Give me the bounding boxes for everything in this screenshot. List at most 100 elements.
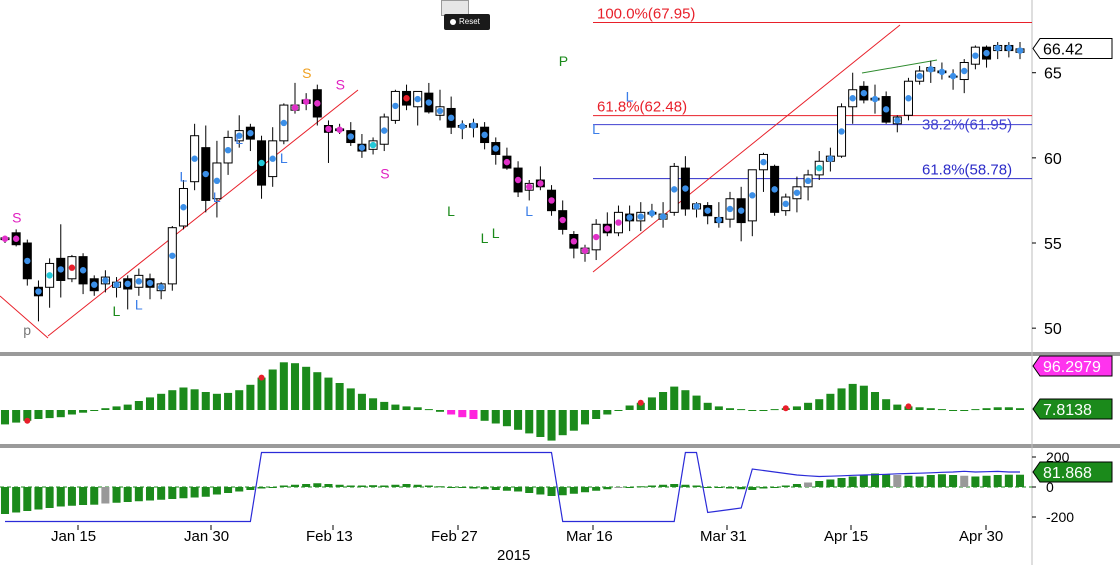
signal-dot bbox=[481, 131, 488, 139]
signal-marker: L bbox=[113, 303, 121, 319]
cci-bar bbox=[603, 487, 612, 490]
signal-dot bbox=[369, 141, 377, 149]
cci-bar bbox=[971, 476, 980, 487]
cci-bar bbox=[960, 475, 969, 487]
oscillator-bar bbox=[212, 393, 221, 410]
signal-dot bbox=[849, 95, 856, 102]
cci-bar bbox=[514, 487, 523, 492]
cci-bar bbox=[748, 487, 757, 490]
signal-dot bbox=[213, 177, 221, 185]
signal-dot bbox=[760, 158, 767, 166]
cci-bar bbox=[837, 478, 846, 487]
reset-button[interactable]: Reset bbox=[444, 14, 490, 30]
oscillator-bar bbox=[1015, 408, 1025, 410]
cci-bar bbox=[625, 487, 634, 488]
signal-dot bbox=[224, 146, 232, 154]
oscillator-bar bbox=[848, 383, 857, 410]
signal-dot bbox=[983, 49, 990, 57]
oscillator-bar bbox=[424, 409, 433, 411]
oscillator-bar bbox=[870, 392, 880, 410]
oscillator-bar bbox=[201, 392, 210, 410]
oscillator-bar bbox=[413, 407, 422, 410]
signal-dot bbox=[459, 123, 466, 130]
signal-dot bbox=[737, 207, 745, 214]
cci-bar bbox=[647, 485, 656, 487]
signal-dot bbox=[280, 119, 288, 127]
cci-bar bbox=[870, 473, 880, 487]
signal-dot bbox=[247, 129, 254, 137]
y-tick-label: 60 bbox=[1044, 151, 1062, 168]
cci-bar bbox=[659, 484, 668, 487]
cci-bar bbox=[413, 484, 422, 487]
oscillator-bar bbox=[190, 389, 199, 410]
cci-bar bbox=[781, 485, 790, 487]
signal-dot bbox=[57, 266, 64, 273]
signal-marker: L bbox=[213, 189, 221, 205]
cci-panel bbox=[0, 451, 1032, 523]
oscillator-bar bbox=[792, 406, 801, 410]
oscillator-peak-dot bbox=[24, 417, 31, 424]
cci-bar bbox=[993, 475, 1002, 487]
cci-bar bbox=[235, 487, 244, 492]
signal-dot bbox=[403, 95, 410, 102]
signal-dot bbox=[314, 100, 321, 107]
cci-bar bbox=[145, 487, 155, 501]
x-tick-label: Jan 30 bbox=[184, 528, 229, 545]
signal-dot bbox=[949, 72, 957, 80]
cci-bar bbox=[725, 487, 735, 489]
signal-dot bbox=[827, 155, 834, 162]
cci-bar bbox=[536, 487, 545, 495]
signal-dot bbox=[258, 159, 265, 167]
oscillator-bar bbox=[614, 410, 623, 411]
oscillator-bar bbox=[580, 410, 590, 425]
oscillator-peak-dot bbox=[905, 403, 912, 410]
cci-bar bbox=[614, 487, 623, 488]
signal-dot bbox=[860, 89, 868, 97]
oscillator-bar bbox=[67, 410, 76, 415]
signal-dot bbox=[1005, 44, 1013, 52]
signal-marker: L bbox=[135, 296, 143, 312]
cci-bar bbox=[848, 476, 857, 487]
cci-y-tick-label: 200 bbox=[1046, 449, 1070, 465]
oscillator-bar bbox=[346, 388, 355, 410]
signal-dot bbox=[514, 176, 522, 184]
trend-line bbox=[0, 295, 49, 339]
cci-bar bbox=[67, 487, 76, 506]
signal-dot bbox=[436, 107, 444, 115]
oscillator-bar bbox=[1004, 407, 1013, 410]
cci-bar bbox=[815, 481, 824, 487]
oscillator-bar bbox=[79, 410, 88, 413]
oscillator-bar bbox=[268, 369, 277, 410]
x-tick-label: Mar 31 bbox=[700, 528, 747, 545]
oscillator-bar bbox=[491, 410, 500, 424]
signal-dot bbox=[905, 95, 912, 102]
signal-dot bbox=[838, 128, 845, 135]
reset-icon bbox=[450, 18, 456, 25]
cci-bar bbox=[179, 487, 188, 499]
trend-line bbox=[861, 59, 938, 74]
cci-bar bbox=[302, 484, 311, 487]
signal-dot bbox=[648, 210, 656, 217]
signal-marker: L bbox=[626, 89, 634, 105]
trend-line bbox=[592, 24, 901, 273]
oscillator-bar bbox=[369, 398, 378, 410]
cci-bar bbox=[335, 484, 344, 487]
oscillator-bar bbox=[592, 410, 601, 419]
signal-marker: P bbox=[559, 53, 568, 69]
signal-dot bbox=[592, 233, 600, 241]
oscillator-bar bbox=[179, 387, 188, 410]
signal-marker: S bbox=[336, 77, 345, 93]
signal-dot bbox=[548, 197, 555, 204]
cci-bar bbox=[547, 487, 556, 496]
signal-dot bbox=[425, 99, 433, 106]
x-tick-label: Apr 30 bbox=[959, 528, 1003, 545]
signal-dot bbox=[782, 200, 789, 208]
signal-marker: L bbox=[592, 121, 600, 137]
signal-dot bbox=[994, 44, 1001, 52]
cci-bar bbox=[982, 475, 991, 487]
signal-dot bbox=[659, 213, 667, 220]
oscillator-bar bbox=[324, 377, 333, 410]
oscillator-bar bbox=[659, 392, 668, 410]
cci-bar bbox=[1004, 474, 1013, 487]
cci-bar bbox=[324, 484, 333, 487]
